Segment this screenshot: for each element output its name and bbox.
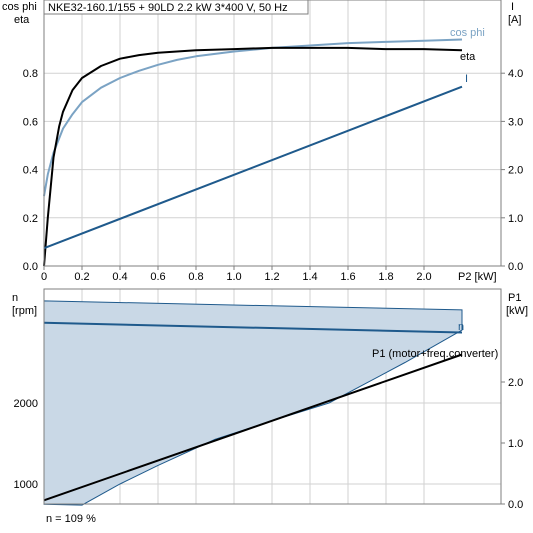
bottom-left-tick-label: 1000: [14, 479, 38, 491]
x-axis-label: P2 [kW]: [458, 271, 497, 283]
chart-title-box: [43, 0, 309, 15]
speed-annotation: n = 109 %: [46, 513, 96, 525]
top-right-tick-label: 2.0: [508, 165, 523, 177]
top-left-tick-label: 0.8: [23, 68, 38, 80]
bottom-panel: 1000 2000 0.0 1.0 2.0 n [rpm] P1 [kW] n P1 (…: [12, 288, 528, 525]
bottom-right-tick-label: 2.0: [508, 377, 523, 389]
cos-phi-series-label: cos phi: [450, 27, 485, 39]
eta-series-label: eta: [460, 51, 476, 63]
x-tick-label: 2.0: [416, 271, 431, 283]
chart-title: NKE32-160.1/155 + 90LD 2.2 kW 3*400 V, 5…: [48, 2, 288, 14]
current-series-label: I: [465, 73, 468, 85]
x-tick-label: 0.6: [150, 271, 165, 283]
top-right-tick-label: 3.0: [508, 116, 523, 128]
x-tick-label: 0: [41, 271, 47, 283]
x-tick-label: 1.6: [340, 271, 355, 283]
bottom-right-axis-label-1: P1: [508, 292, 521, 304]
bottom-ticks: 1000 2000 0.0 1.0 2.0: [14, 377, 524, 511]
bottom-right-tick-label: 1.0: [508, 438, 523, 450]
top-ticks: 0 0.2 0.4 0.6 0.8 1.0 1.2 1.4 1.6 1.8 2.0 0.0 0.2 0.4…: [23, 68, 524, 283]
bottom-left-axis-label-1: n: [12, 292, 18, 304]
series-line-cos-phi: [43, 38, 463, 197]
top-panel: 0 0.2 0.4 0.6 0.8 1.0 1.2 1.4 1.6 1.8 2.0 0.0 0.2 0.4…: [2, 0, 523, 283]
top-right-tick-label: 0.0: [508, 261, 523, 273]
top-right-tick-label: 4.0: [508, 68, 523, 80]
x-tick-label: 1.4: [302, 271, 317, 283]
x-tick-label: 0.8: [188, 271, 203, 283]
bottom-curves: [43, 300, 463, 506]
top-right-tick-label: 1.0: [508, 213, 523, 225]
top-curves: [43, 38, 463, 267]
x-tick-label: 0.2: [74, 271, 89, 283]
bottom-plot-frame: [43, 288, 502, 505]
bottom-right-tick-label: 0.0: [508, 499, 523, 511]
top-left-axis-label-1: cos phi: [2, 1, 37, 13]
series-line-i: [43, 85, 463, 250]
top-left-tick-label: 0.6: [23, 116, 38, 128]
top-left-tick-label: 0.2: [23, 213, 38, 225]
series-line-p1: [43, 353, 463, 502]
series-line-speed: [43, 321, 463, 334]
speed-series-label: n: [458, 321, 464, 333]
x-tick-label: 0.4: [112, 271, 127, 283]
top-left-axis-label-2: eta: [14, 14, 30, 26]
top-left-tick-label: 0.4: [23, 165, 38, 177]
x-tick-label: 1.2: [264, 271, 279, 283]
top-left-tick-label: 0.0: [23, 261, 38, 273]
series-line-eta: [43, 46, 463, 267]
bottom-left-tick-label: 2000: [14, 398, 38, 410]
top-right-axis-label-1: I: [511, 1, 514, 13]
bottom-right-axis-label-2: [kW]: [506, 305, 528, 317]
top-right-axis-label-2: [A]: [508, 14, 521, 26]
x-tick-label: 1.8: [378, 271, 393, 283]
p1-series-label: P1 (motor+freq.converter): [372, 348, 498, 360]
bottom-left-axis-label-2: [rpm]: [12, 305, 37, 317]
x-tick-label: 1.0: [226, 271, 241, 283]
